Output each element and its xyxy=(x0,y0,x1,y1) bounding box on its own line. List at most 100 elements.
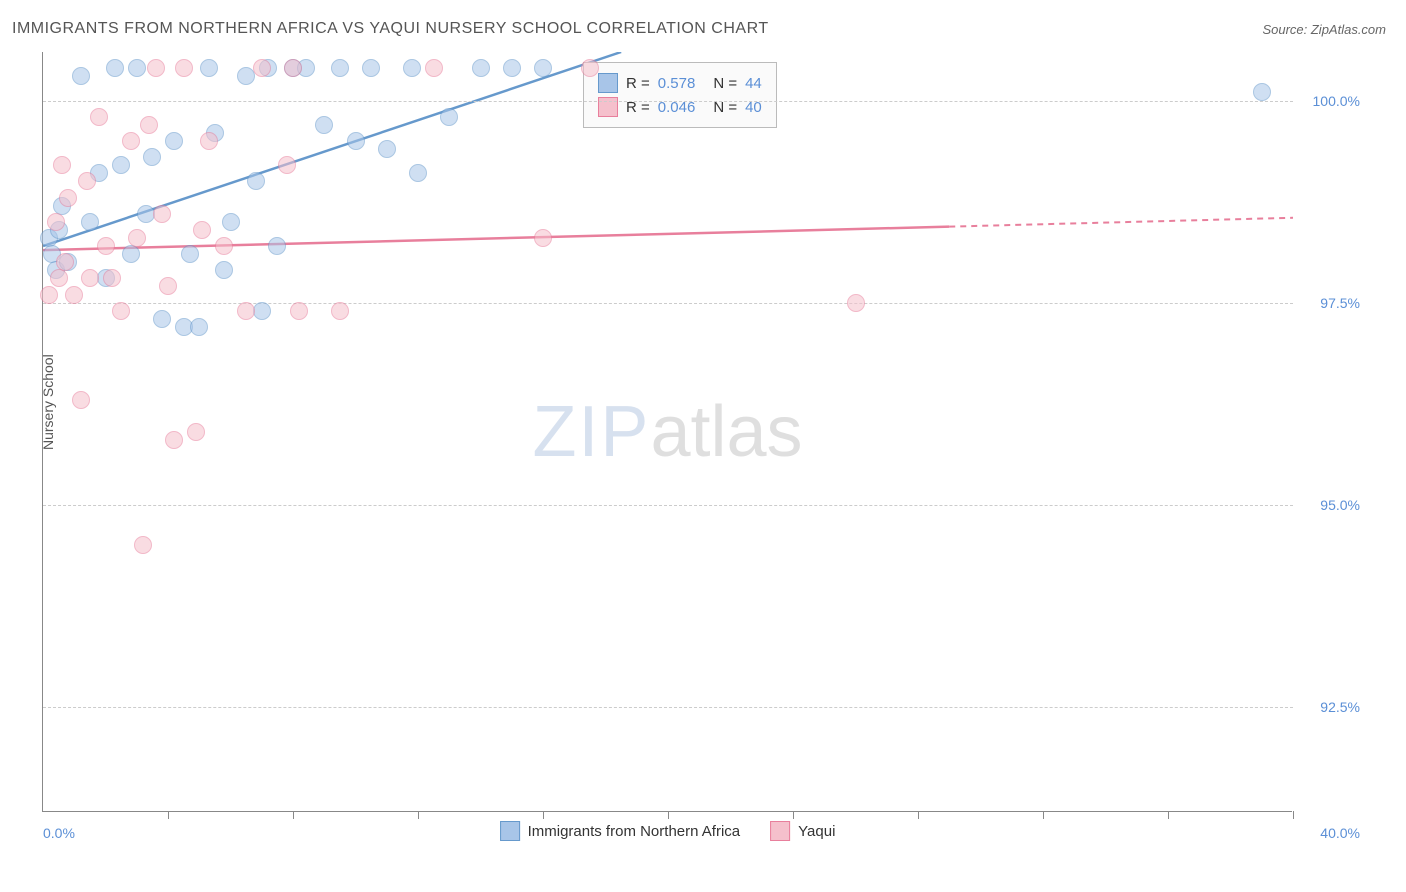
trend-lines xyxy=(43,52,1293,812)
scatter-point xyxy=(153,310,171,328)
scatter-point xyxy=(122,245,140,263)
x-tick xyxy=(543,811,544,819)
scatter-point xyxy=(50,269,68,287)
scatter-point xyxy=(247,172,265,190)
gridline xyxy=(43,505,1293,506)
scatter-point xyxy=(315,116,333,134)
y-tick-label: 100.0% xyxy=(1313,93,1360,109)
y-tick-label: 97.5% xyxy=(1320,295,1360,311)
scatter-point xyxy=(362,59,380,77)
scatter-point xyxy=(65,286,83,304)
scatter-point xyxy=(72,391,90,409)
scatter-point xyxy=(331,302,349,320)
scatter-point xyxy=(72,67,90,85)
scatter-point xyxy=(112,156,130,174)
y-tick-label: 95.0% xyxy=(1320,497,1360,513)
chart-container: Nursery School ZIPatlas R =0.578N =44R =… xyxy=(42,52,1372,832)
legend-swatch xyxy=(500,821,520,841)
legend-swatch xyxy=(598,73,618,93)
scatter-point xyxy=(53,156,71,174)
scatter-point xyxy=(193,221,211,239)
x-tick xyxy=(168,811,169,819)
gridline xyxy=(43,303,1293,304)
x-tick xyxy=(1293,811,1294,819)
legend-r-label: R = xyxy=(626,75,650,92)
scatter-point xyxy=(503,59,521,77)
x-tick xyxy=(418,811,419,819)
scatter-point xyxy=(534,59,552,77)
bottom-legend-item: Yaqui xyxy=(770,821,835,841)
scatter-point xyxy=(97,237,115,255)
chart-header: IMMIGRANTS FROM NORTHERN AFRICA VS YAQUI… xyxy=(12,20,1386,38)
scatter-point xyxy=(147,59,165,77)
scatter-point xyxy=(284,59,302,77)
legend-row: R = 0.578 N = 44 xyxy=(598,71,762,95)
scatter-point xyxy=(215,237,233,255)
legend-label: Yaqui xyxy=(798,823,835,840)
x-tick xyxy=(1043,811,1044,819)
scatter-point xyxy=(59,189,77,207)
scatter-point xyxy=(472,59,490,77)
scatter-point xyxy=(128,59,146,77)
scatter-point xyxy=(165,132,183,150)
scatter-point xyxy=(534,229,552,247)
scatter-point xyxy=(159,277,177,295)
scatter-point xyxy=(165,431,183,449)
scatter-point xyxy=(78,172,96,190)
scatter-point xyxy=(268,237,286,255)
x-tick xyxy=(793,811,794,819)
scatter-point xyxy=(40,286,58,304)
legend-row: R =0.046N =40 xyxy=(598,95,762,119)
watermark: ZIPatlas xyxy=(532,391,802,473)
legend-r-value: 0.578 xyxy=(658,75,696,92)
scatter-point xyxy=(200,132,218,150)
scatter-point xyxy=(222,213,240,231)
legend-n-label: N = xyxy=(713,75,737,92)
scatter-point xyxy=(181,245,199,263)
correlation-legend: R = 0.578 N = 44 R =0.046N =40 xyxy=(583,62,777,128)
scatter-point xyxy=(347,132,365,150)
scatter-point xyxy=(253,302,271,320)
x-tick xyxy=(668,811,669,819)
scatter-point xyxy=(331,59,349,77)
scatter-point xyxy=(143,148,161,166)
scatter-point xyxy=(237,302,255,320)
scatter-point xyxy=(425,59,443,77)
gridline xyxy=(43,707,1293,708)
scatter-point xyxy=(378,140,396,158)
scatter-point xyxy=(581,59,599,77)
legend-swatch xyxy=(770,821,790,841)
scatter-point xyxy=(112,302,130,320)
legend-n-value: 44 xyxy=(745,75,762,92)
x-tick xyxy=(1168,811,1169,819)
chart-title: IMMIGRANTS FROM NORTHERN AFRICA VS YAQUI… xyxy=(12,20,769,38)
x-axis-min-label: 0.0% xyxy=(43,825,75,841)
scatter-point xyxy=(403,59,421,77)
scatter-point xyxy=(134,536,152,554)
scatter-point xyxy=(175,59,193,77)
scatter-point xyxy=(215,261,233,279)
bottom-legend-item: Immigrants from Northern Africa xyxy=(500,821,741,841)
scatter-point xyxy=(200,59,218,77)
x-tick xyxy=(293,811,294,819)
scatter-point xyxy=(290,302,308,320)
scatter-point xyxy=(103,269,121,287)
scatter-point xyxy=(153,205,171,223)
scatter-point xyxy=(128,229,146,247)
plot-area: ZIPatlas R =0.578N =44R =0.046N =40 0.0%… xyxy=(42,52,1292,812)
scatter-point xyxy=(1253,83,1271,101)
scatter-point xyxy=(278,156,296,174)
scatter-point xyxy=(847,294,865,312)
x-axis-max-label: 40.0% xyxy=(1320,825,1360,841)
series-legend: Immigrants from Northern Africa Yaqui xyxy=(500,821,836,841)
scatter-point xyxy=(81,213,99,231)
scatter-point xyxy=(440,108,458,126)
scatter-point xyxy=(140,116,158,134)
gridline xyxy=(43,101,1293,102)
scatter-point xyxy=(190,318,208,336)
y-tick-label: 92.5% xyxy=(1320,699,1360,715)
scatter-point xyxy=(409,164,427,182)
chart-source: Source: ZipAtlas.com xyxy=(1262,22,1386,37)
scatter-point xyxy=(47,213,65,231)
scatter-point xyxy=(90,108,108,126)
